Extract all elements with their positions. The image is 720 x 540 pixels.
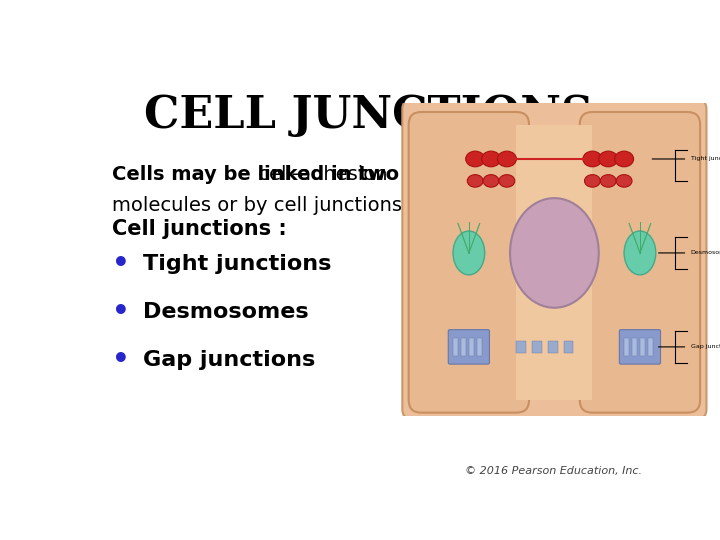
Text: •: • xyxy=(112,298,130,326)
Text: Gap junction: Gap junction xyxy=(690,345,720,349)
FancyBboxPatch shape xyxy=(580,112,700,413)
Ellipse shape xyxy=(453,231,485,275)
Bar xyxy=(564,341,573,353)
Ellipse shape xyxy=(600,174,616,187)
Bar xyxy=(624,338,629,356)
FancyBboxPatch shape xyxy=(409,112,529,413)
Text: cell-adhesion: cell-adhesion xyxy=(251,165,387,184)
Text: •: • xyxy=(112,346,130,374)
Point xyxy=(505,156,514,162)
Ellipse shape xyxy=(583,151,602,167)
Text: Tight junctions: Tight junctions xyxy=(143,254,331,274)
Bar xyxy=(532,341,541,353)
Text: Cell junctions :: Cell junctions : xyxy=(112,219,287,239)
FancyBboxPatch shape xyxy=(619,329,660,364)
Bar xyxy=(632,338,636,356)
Text: Cells may be linked in two ways:: Cells may be linked in two ways: xyxy=(112,165,469,184)
Ellipse shape xyxy=(615,151,634,167)
Bar xyxy=(516,341,526,353)
Text: © 2016 Pearson Education, Inc.: © 2016 Pearson Education, Inc. xyxy=(465,467,642,476)
Ellipse shape xyxy=(510,198,599,308)
Bar xyxy=(477,338,482,356)
Text: Gap junctions: Gap junctions xyxy=(143,350,315,370)
Bar xyxy=(453,338,458,356)
Ellipse shape xyxy=(499,174,515,187)
Ellipse shape xyxy=(482,151,500,167)
Ellipse shape xyxy=(467,174,483,187)
Text: Desmosome: Desmosome xyxy=(690,251,720,255)
Text: Desmosomes: Desmosomes xyxy=(143,302,309,322)
FancyBboxPatch shape xyxy=(402,99,706,419)
Text: CELL JUNCTIONS: CELL JUNCTIONS xyxy=(145,94,593,137)
Text: •: • xyxy=(112,251,130,279)
Point xyxy=(588,156,597,162)
Ellipse shape xyxy=(585,174,600,187)
Ellipse shape xyxy=(599,151,618,167)
Bar xyxy=(516,125,593,400)
Ellipse shape xyxy=(616,174,632,187)
Bar xyxy=(648,338,652,356)
Ellipse shape xyxy=(498,151,516,167)
Text: Tight junction: Tight junction xyxy=(690,157,720,161)
Bar xyxy=(548,341,557,353)
Text: molecules or by cell junctions: molecules or by cell junctions xyxy=(112,196,402,215)
Bar xyxy=(469,338,474,356)
FancyBboxPatch shape xyxy=(449,329,490,364)
Bar xyxy=(640,338,644,356)
Ellipse shape xyxy=(466,151,485,167)
Ellipse shape xyxy=(624,231,656,275)
Bar xyxy=(461,338,466,356)
Ellipse shape xyxy=(483,174,499,187)
